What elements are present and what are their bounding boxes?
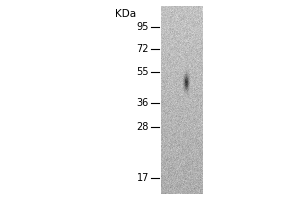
Text: 17: 17 [136, 173, 149, 183]
Text: 28: 28 [136, 122, 149, 132]
Text: 55: 55 [136, 67, 149, 77]
Text: 72: 72 [136, 44, 149, 54]
Text: 95: 95 [136, 22, 149, 32]
Text: 36: 36 [137, 98, 149, 108]
Text: KDa: KDa [116, 9, 136, 19]
